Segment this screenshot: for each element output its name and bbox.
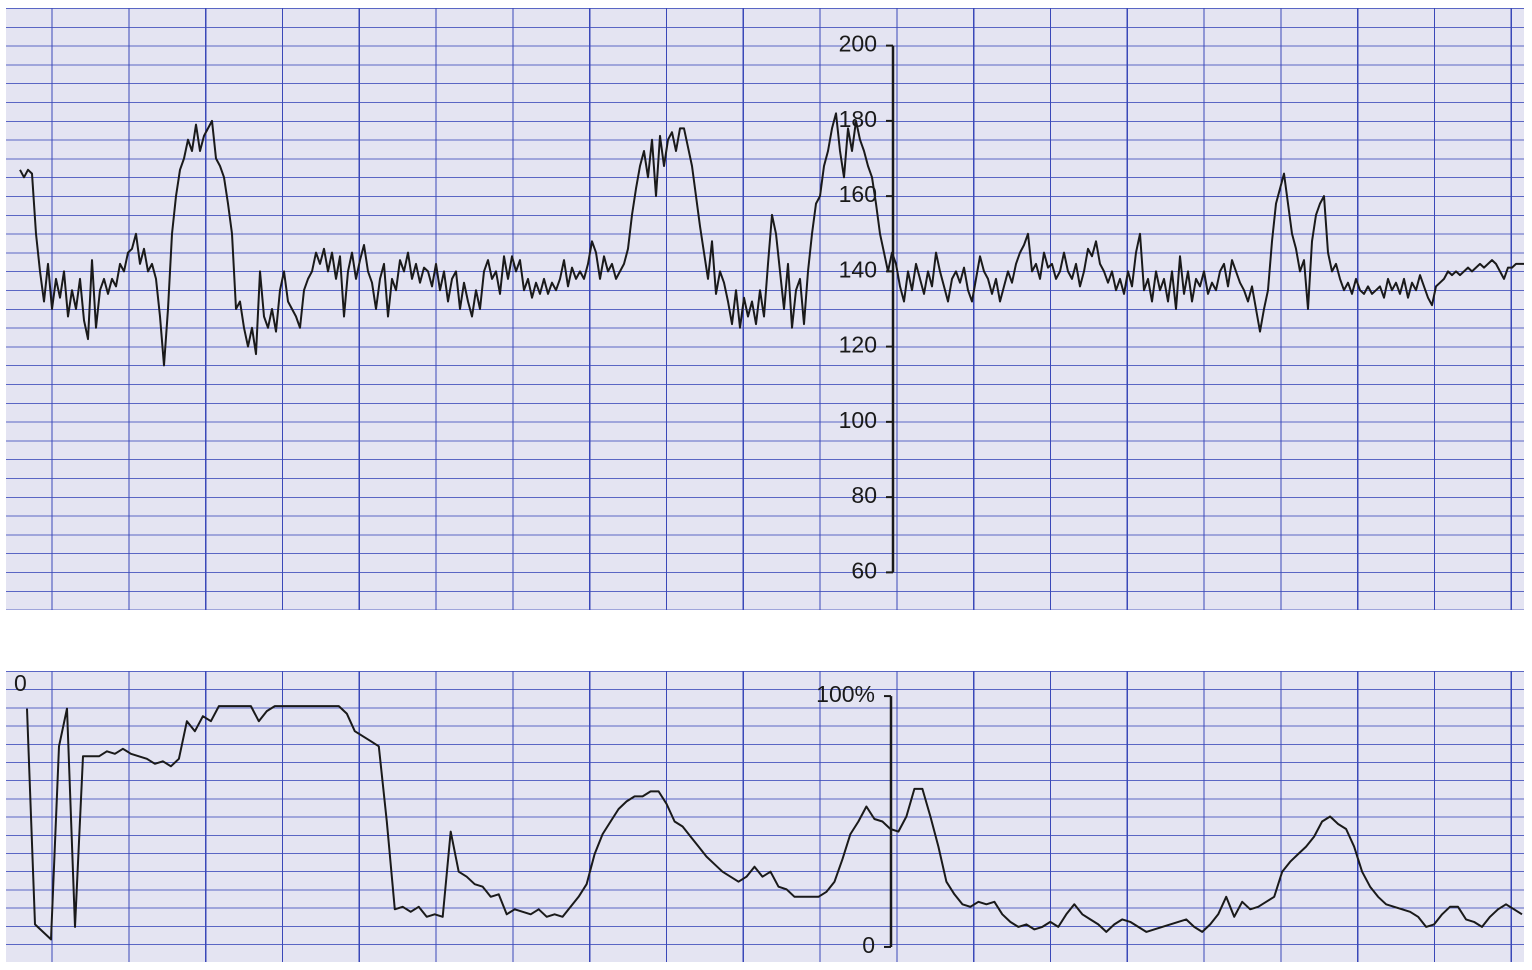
y-tick-label: 0 xyxy=(862,932,875,958)
y-tick-label: 160 xyxy=(839,181,877,207)
y-tick-label: 140 xyxy=(839,256,877,282)
trace-line xyxy=(19,112,1524,367)
annotation: 0 xyxy=(14,670,27,696)
y-tick-label: 100% xyxy=(816,681,875,707)
y-tick-label: 100 xyxy=(839,407,877,433)
y-tick-label: 80 xyxy=(851,482,877,508)
y-tick-label: 120 xyxy=(839,332,877,358)
y-tick-label: 200 xyxy=(839,31,877,57)
y-tick-label: 60 xyxy=(851,557,877,583)
trace-line xyxy=(26,705,1523,941)
